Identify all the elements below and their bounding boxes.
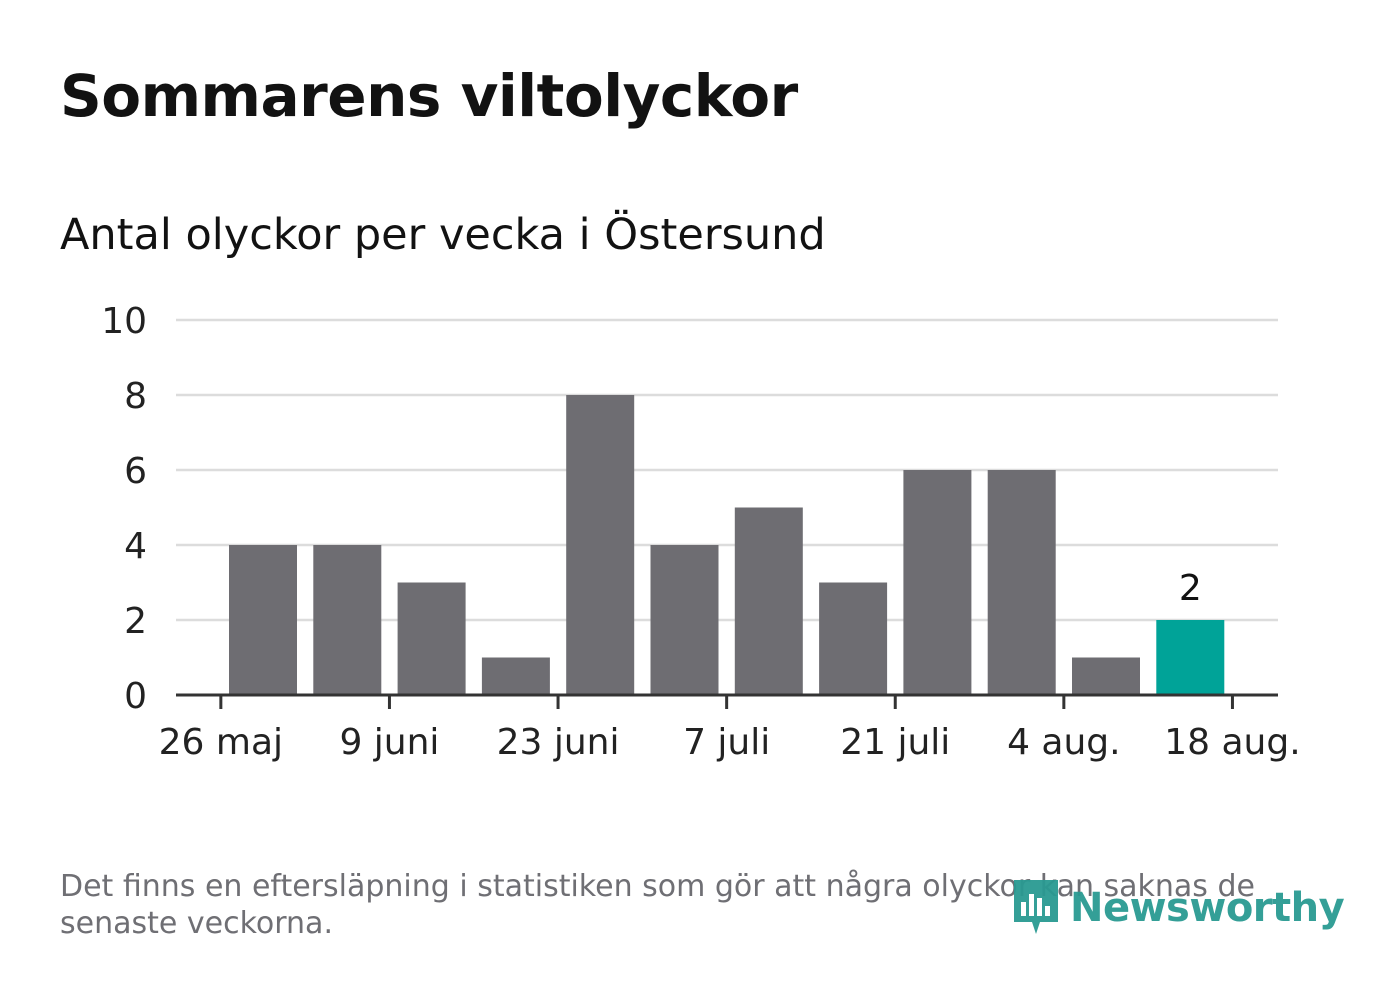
chart-title: Sommarens viltolyckor [60,62,798,130]
newsworthy-logo-icon [1014,880,1058,934]
y-tick-label: 2 [124,601,147,642]
bar [1156,620,1225,695]
newsworthy-logo: Newsworthy [1010,876,1345,940]
y-tick-label: 0 [124,676,147,717]
x-tick-label: 26 maj [159,722,283,763]
logo-text: Newsworthy [1070,885,1345,931]
x-tick-label: 7 juli [683,722,770,763]
x-tick-label: 23 juni [497,722,620,763]
y-tick-label: 10 [101,301,147,342]
x-tick-label: 18 aug. [1164,722,1300,763]
x-tick-label: 4 aug. [1007,722,1121,763]
bar [987,470,1056,695]
bar [229,545,297,695]
x-tick-label: 21 juli [840,722,950,763]
y-tick-label: 6 [124,451,147,492]
y-tick-label: 8 [124,376,147,417]
bar [734,507,803,695]
bar [566,395,635,695]
bar [397,582,466,695]
bar [1072,657,1140,695]
bar [903,470,972,695]
y-tick-label: 4 [124,526,147,567]
bar [481,657,550,695]
bar [819,582,888,695]
bar [650,545,719,695]
data-label: 2 [1179,568,1202,609]
chart-subtitle: Antal olyckor per vecka i Östersund [60,210,826,260]
bar [313,545,382,695]
x-tick-label: 9 juni [339,722,439,763]
